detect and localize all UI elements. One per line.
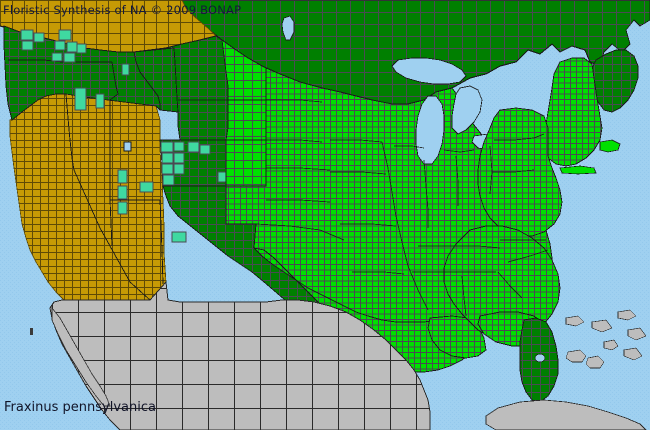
adventive-county[interactable]: [171, 231, 187, 243]
bahamas-island[interactable]: [623, 347, 643, 361]
great-lakes: [123, 15, 537, 165]
oregon-idaho-border: [109, 61, 119, 101]
nevada-utah-border: [109, 100, 113, 247]
adventive-county[interactable]: [161, 163, 174, 175]
cuba-gray[interactable]: [485, 399, 647, 430]
adventive-county[interactable]: [173, 163, 185, 175]
oklahoma-texas-line: [255, 223, 345, 241]
bahamas-island[interactable]: [565, 315, 585, 327]
iowa-missouri-line: [330, 171, 387, 175]
indiana-ohio-line: [455, 155, 459, 206]
bahamas-island[interactable]: [627, 327, 647, 341]
adventive-county[interactable]: [95, 93, 105, 109]
southeast-region[interactable]: [443, 225, 561, 403]
baja-california-gray[interactable]: [51, 306, 111, 407]
nc-sc-line: [507, 249, 549, 263]
credit-banner: Floristic Synthesis of NA © 2009 BONAP: [0, 0, 241, 19]
adventive-county[interactable]: [54, 40, 66, 51]
northern-rockies-region[interactable]: [117, 35, 267, 243]
adventive-county[interactable]: [63, 52, 76, 63]
adventive-county[interactable]: [173, 141, 185, 152]
lake-okeechobee: [534, 353, 546, 363]
arizona-new-mexico-border: [159, 199, 164, 285]
illinois-indiana-line: [423, 159, 429, 228]
new-england-bright[interactable]: [543, 57, 603, 167]
georgia-south-carolina-line: [497, 271, 523, 299]
mexico-gray[interactable]: [49, 280, 431, 430]
long-island[interactable]: [559, 165, 597, 175]
eastern-colorado-bright[interactable]: [225, 139, 267, 187]
species-label: Fraxinus pennsylvanica: [4, 398, 156, 416]
adventive-county[interactable]: [117, 201, 128, 215]
colorado-adventive-counties[interactable]: [117, 141, 231, 243]
adventive-county[interactable]: [51, 52, 63, 62]
missouri-arkansas-line: [340, 223, 397, 227]
adventive-county[interactable]: [121, 63, 130, 76]
lake-winnipeg: [281, 15, 295, 41]
adventive-county[interactable]: [187, 141, 200, 153]
ny-pa-line: [494, 133, 545, 141]
credit-text: Floristic Synthesis of NA © 2009 BONAP: [3, 2, 242, 17]
adventive-county[interactable]: [160, 141, 174, 153]
pacific-northwest-states[interactable]: [3, 25, 179, 121]
adventive-county[interactable]: [33, 32, 45, 43]
bahamas-island[interactable]: [603, 339, 619, 351]
idaho-montana-border: [133, 51, 161, 110]
kansas-north-line: [266, 167, 331, 171]
adventive-county[interactable]: [117, 185, 128, 200]
kentucky-tennessee-line: [418, 245, 501, 249]
bahamas-island[interactable]: [591, 319, 613, 333]
oregon-adventive-counties[interactable]: [74, 87, 105, 111]
adventive-county[interactable]: [117, 169, 128, 184]
adventive-county[interactable]: [161, 152, 174, 164]
washington-oregon-idaho-darkgreen[interactable]: [3, 25, 179, 121]
nebraska-north-line: [266, 139, 323, 143]
california-nevada-border: [65, 93, 151, 301]
pa-md-line: [492, 169, 535, 173]
mississippi-river: [381, 141, 429, 311]
adventive-county[interactable]: [66, 41, 78, 53]
great-salt-lake: [123, 141, 132, 152]
bahamas-islands[interactable]: [565, 309, 647, 369]
lake-michigan: [415, 95, 445, 165]
lake-superior: [391, 57, 467, 85]
cape-cod[interactable]: [599, 139, 621, 153]
dakotas-line: [266, 99, 323, 103]
pacific-islet[interactable]: [30, 328, 33, 335]
adventive-county[interactable]: [20, 29, 34, 41]
minnesota-iowa-line: [330, 139, 383, 143]
bahamas-island[interactable]: [585, 355, 605, 369]
eastern-wyoming-bright[interactable]: [225, 99, 267, 141]
state-boundary-overlay: [163, 99, 549, 317]
arkansas-louisiana-line: [352, 271, 405, 275]
alabama-georgia-line: [461, 275, 467, 317]
adventive-county[interactable]: [76, 43, 87, 54]
adventive-county[interactable]: [139, 181, 154, 193]
adventive-county[interactable]: [162, 174, 175, 186]
washington-adventive-counties[interactable]: [20, 29, 87, 63]
lake-huron: [451, 85, 483, 135]
adventive-county[interactable]: [199, 144, 211, 155]
bahamas-island[interactable]: [617, 309, 637, 321]
wisconsin-illinois-line: [394, 145, 425, 149]
kansas-south-line: [266, 199, 331, 203]
adventive-county[interactable]: [58, 29, 72, 41]
not-mapped-gray-landmasses[interactable]: [30, 280, 647, 430]
michigan-ohio-line: [443, 149, 475, 153]
bahamas-island[interactable]: [565, 349, 587, 363]
adventive-county[interactable]: [21, 40, 34, 51]
adventive-county[interactable]: [74, 87, 87, 111]
washington-oregon-border: [8, 59, 112, 63]
species-name-text: Fraxinus pennsylvanica: [4, 400, 156, 415]
adventive-county[interactable]: [173, 152, 185, 164]
